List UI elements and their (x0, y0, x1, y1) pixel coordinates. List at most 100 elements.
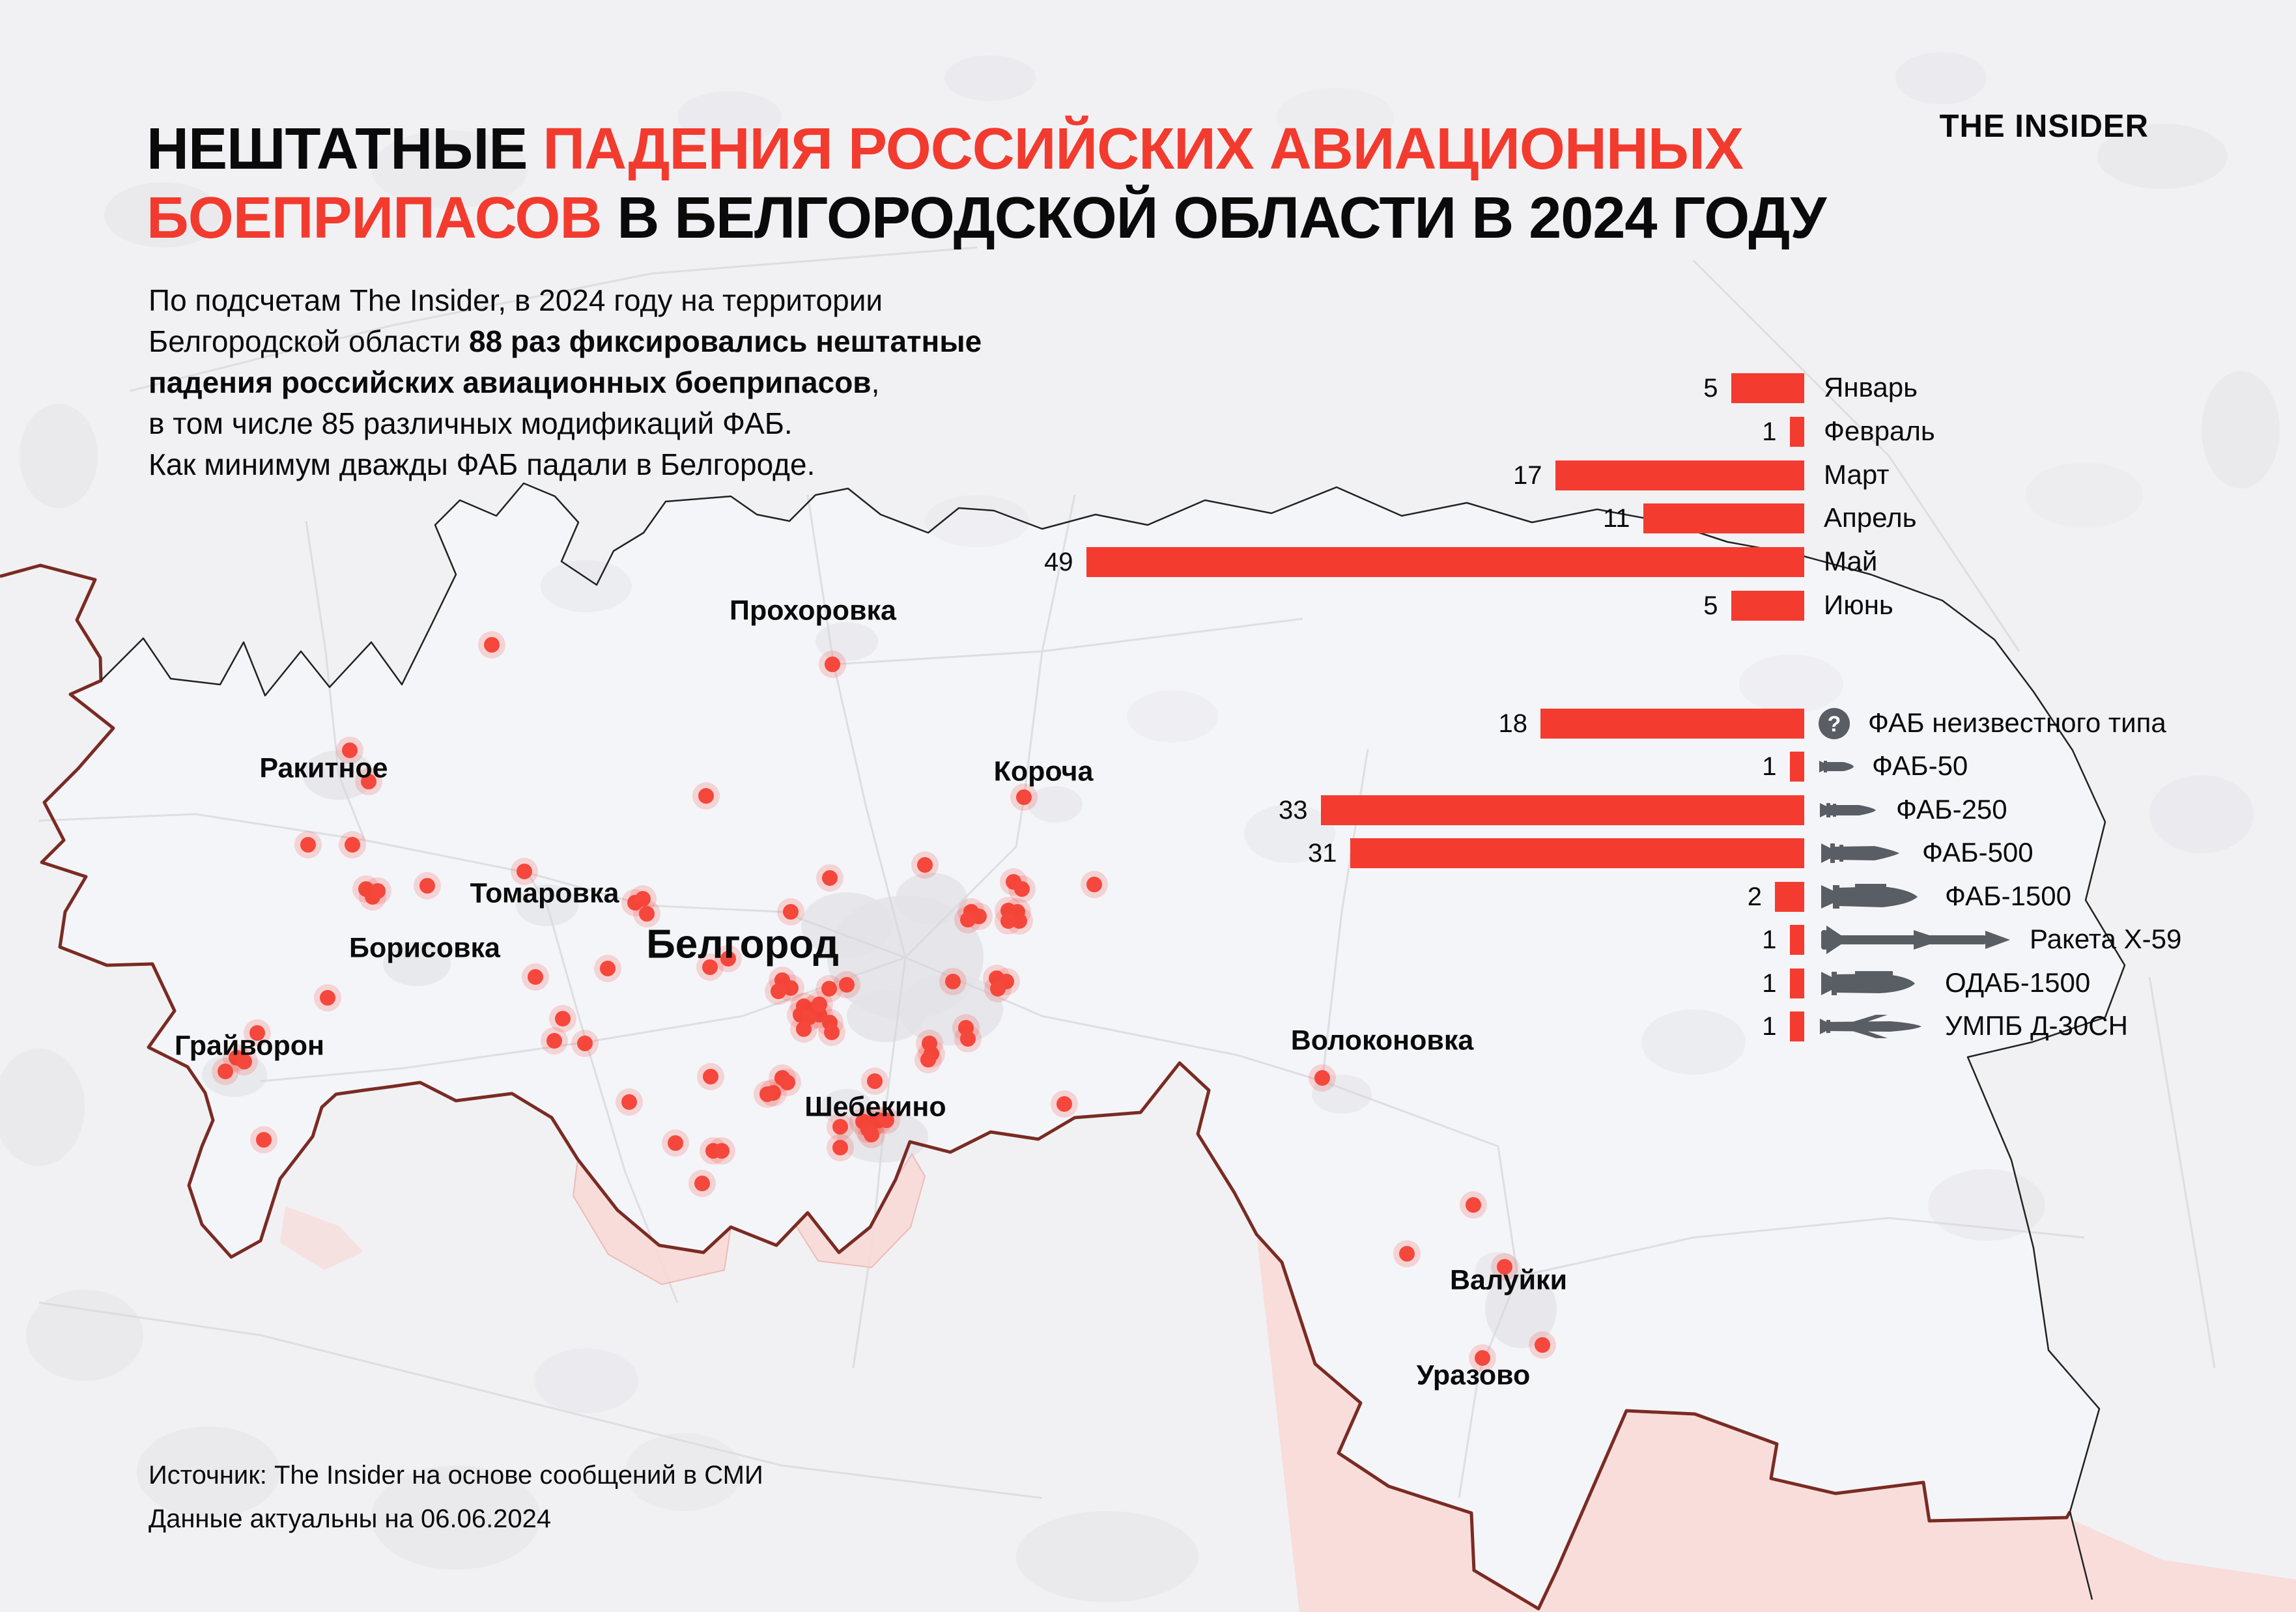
incident-dot (546, 1033, 562, 1049)
weapon-bar-ФАБ-500 (1350, 838, 1804, 869)
weapon-value-Ракета Х-59: 1 (1762, 926, 1777, 955)
weapon-label-ФАБ-250: ФАБ-250 (1896, 793, 2007, 825)
incident-dot (218, 1064, 233, 1079)
pink-zone-grayvoron (280, 1206, 363, 1270)
city-label-prokhorovka: Прохоровка (730, 595, 896, 627)
incident-dot (1497, 1259, 1512, 1275)
weapon-label-ФАБ неизвестного типа: ФАБ неизвестного типа (1868, 707, 2166, 738)
city-label-valuyki: Валуйки (1449, 1264, 1568, 1296)
city-label-urazovo: Уразово (1416, 1359, 1531, 1391)
incident-dot (1466, 1197, 1481, 1213)
weapon-bar-ФАБ-50 (1789, 752, 1804, 782)
odab-icon (1817, 970, 1928, 997)
incident-dot (960, 912, 976, 927)
month-value-Апрель: 11 (1602, 504, 1630, 533)
intro-line-5: Как минимум дважды ФАБ падали в Белгород… (149, 444, 982, 485)
umpb-icon (1817, 1013, 1928, 1039)
month-label-Апрель: Апрель (1824, 502, 1917, 533)
fab500-icon (1817, 842, 1905, 864)
intro-text-segment: падения российских авиационных боеприпас… (149, 365, 872, 399)
incident-dot (702, 959, 718, 975)
incident-dot (1056, 1096, 1072, 1112)
headline-red-segment: ПАДЕНИЯ РОССИЙСКИХ АВИАЦИОННЫХ (543, 117, 1744, 182)
incident-dot (236, 1054, 252, 1069)
incident-dot (361, 774, 376, 789)
intro-line-3: падения российских авиационных боеприпас… (149, 362, 982, 403)
incident-dot (801, 1010, 817, 1025)
source-line-1: Источник: The Insider на основе сообщени… (149, 1461, 763, 1490)
weapon-value-ФАБ-250: 33 (1279, 795, 1308, 825)
headline: НЕШТАТНЫЕ ПАДЕНИЯ РОССИЙСКИХ АВИАЦИОННЫХ… (147, 115, 1826, 253)
headline-black-segment: В БЕЛГОРОДСКОЙ ОБЛАСТИ В 2024 ГОДУ (617, 186, 1826, 251)
incident-dot (703, 1069, 718, 1084)
terrain-patches (0, 52, 2280, 1602)
month-value-Январь: 5 (1703, 374, 1718, 403)
incident-dot (256, 1132, 272, 1148)
incident-dot (1086, 877, 1102, 892)
incident-dot (821, 981, 837, 997)
weapon-bar-ОДАБ-1500 (1789, 968, 1804, 998)
incident-dot (824, 1025, 840, 1040)
weapon-label-ОДАБ-1500: ОДАБ-1500 (1945, 967, 2091, 998)
month-value-Март: 17 (1513, 460, 1542, 490)
city-label-borisovka: Борисовка (349, 932, 500, 964)
incident-dot (759, 1086, 775, 1102)
intro-line-1: По подсчетам The Insider, в 2024 году на… (149, 280, 982, 321)
incident-dot (832, 1119, 848, 1135)
weapon-value-ФАБ-50: 1 (1762, 752, 1777, 782)
intro-text-segment: , (871, 365, 880, 399)
incident-dot (639, 906, 655, 922)
incident-dot (780, 1075, 795, 1090)
incident-dot (720, 951, 736, 967)
weapon-value-ФАБ неизвестного типа: 18 (1498, 709, 1528, 738)
weapon-bar-ФАБ неизвестного типа (1540, 709, 1804, 739)
headline-red-segment: БОЕПРИПАСОВ (147, 186, 617, 251)
incident-dot (635, 891, 651, 907)
urban-patches (202, 495, 2045, 1348)
month-value-Февраль: 1 (1762, 417, 1777, 446)
incident-dot (528, 969, 543, 985)
incident-dot (668, 1135, 683, 1151)
month-value-Июнь: 5 (1703, 591, 1718, 620)
region-boundary-line (100, 482, 2126, 1600)
city-label-grayvoron: Грайворон (175, 1030, 324, 1062)
logo-the-insider: THE INSIDER (1939, 109, 2149, 144)
incident-dots-layer (212, 631, 1556, 1372)
headline-black-segment: НЕШТАТНЫЕ (147, 117, 543, 182)
incident-dot (917, 857, 933, 873)
question-icon: ? (1817, 707, 1851, 741)
weapon-label-Ракета Х-59: Ракета Х-59 (2030, 924, 2182, 955)
city-label-tomarovka: Томаровка (470, 877, 619, 909)
incident-dot (1014, 881, 1030, 897)
month-label-Июнь: Июнь (1824, 589, 1893, 620)
intro-text-segment: в том числе 85 различных модификаций ФАБ… (149, 406, 793, 440)
weapon-value-ОДАБ-1500: 1 (1762, 969, 1777, 998)
weapon-value-УМПБ Д-30СН: 1 (1762, 1012, 1777, 1041)
incident-dot (621, 1094, 637, 1110)
source-note: Источник: The Insider на основе сообщени… (149, 1454, 763, 1541)
incident-dot (320, 990, 335, 1006)
intro-text-segment: Как минимум дважды ФАБ падали в Белгород… (149, 447, 815, 481)
month-label-Январь: Январь (1824, 372, 1918, 403)
month-label-Февраль: Февраль (1824, 415, 1935, 446)
source-line-2: Данные актуальны на 06.06.2024 (149, 1505, 552, 1533)
incident-dot (484, 637, 500, 653)
incident-dot (796, 1021, 812, 1037)
incident-dot (1016, 789, 1032, 805)
weapon-bar-ФАБ-250 (1320, 795, 1804, 825)
incident-dot (555, 1011, 571, 1026)
incident-dot (419, 878, 435, 894)
incident-dot (825, 657, 840, 672)
city-label-korocha: Короча (993, 756, 1094, 787)
month-bar-Май (1086, 547, 1804, 578)
intro-paragraph: По подсчетам The Insider, в 2024 году на… (149, 280, 982, 485)
incident-dot (1535, 1337, 1550, 1353)
incident-dot (1314, 1070, 1330, 1086)
weapon-label-УМПБ Д-30СН: УМПБ Д-30СН (1945, 1010, 2128, 1041)
incident-dot (832, 1140, 848, 1155)
incident-dot (822, 870, 838, 886)
incident-dot (714, 1143, 730, 1159)
city-label-rakitnoe: Ракитное (259, 752, 388, 784)
incident-dot (342, 742, 358, 758)
